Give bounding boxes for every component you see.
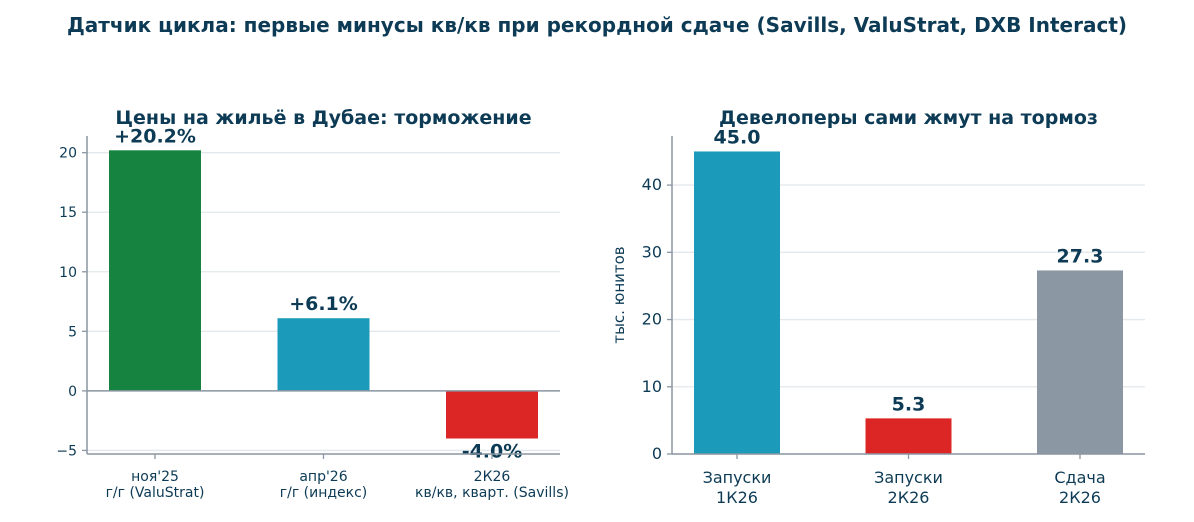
x-tick-label: Запуски 2К26: [874, 468, 943, 507]
bar: [1037, 270, 1123, 454]
chart-title: Цены на жильё в Дубае: торможение: [115, 107, 531, 129]
bar: [865, 418, 952, 454]
figure-title: Датчик цикла: первые минусы кв/кв при ре…: [67, 13, 1127, 37]
bar: [277, 318, 370, 391]
price-chart: Цены на жильё в Дубае: торможение −5 0 5 10 1…: [56, 107, 569, 501]
y-tick-label: 40: [642, 175, 662, 194]
bar: [446, 390, 538, 439]
bar: [109, 150, 201, 391]
x-tick-label: Сдача 2К26: [1054, 468, 1105, 507]
y-tick-label: 10: [642, 377, 662, 396]
x-tick-label: ноя'25 г/г (ValuStrat): [106, 469, 205, 501]
developer-chart: Девелоперы сами жмут на тормоз 0 10 20 30 40 4…: [610, 107, 1145, 507]
y-tick-label: −5: [56, 443, 77, 459]
x-tick-label: Запуски 1К26: [703, 468, 772, 507]
data-label: 27.3: [1057, 245, 1104, 267]
y-tick-label: 10: [59, 265, 77, 281]
y-tick-label: 30: [642, 242, 662, 261]
data-label: +20.2%: [114, 125, 196, 147]
x-tick-label: 2К26 кв/кв, кварт. (Savills): [415, 469, 569, 501]
bar: [694, 151, 780, 454]
chart-title: Девелоперы сами жмут на тормоз: [719, 107, 1098, 129]
y-axis-label: тыс. юнитов: [610, 246, 628, 343]
data-label: 45.0: [714, 126, 761, 148]
x-tick-label: апр'26 г/г (индекс): [280, 469, 368, 501]
data-label: +6.1%: [289, 293, 358, 315]
data-label: -4.0%: [462, 441, 523, 463]
y-tick-label: 5: [68, 324, 77, 340]
data-label: 5.3: [892, 393, 926, 415]
y-tick-label: 0: [652, 444, 662, 463]
y-tick-label: 15: [59, 205, 77, 221]
y-tick-label: 20: [642, 310, 662, 329]
y-tick-label: 0: [68, 384, 77, 400]
y-tick-label: 20: [59, 146, 77, 162]
